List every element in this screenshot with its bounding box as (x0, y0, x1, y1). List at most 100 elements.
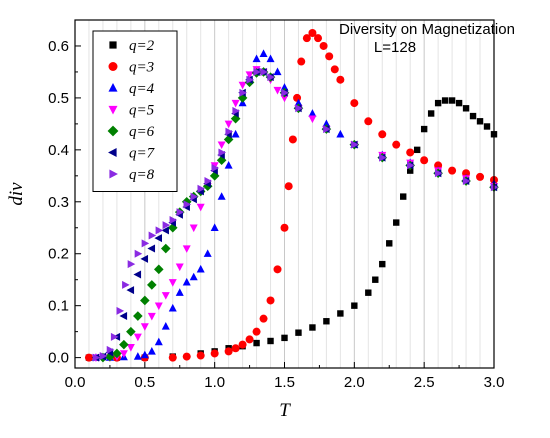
data-point (216, 155, 227, 166)
data-point (168, 303, 177, 312)
data-point (308, 28, 317, 37)
data-point (393, 219, 400, 226)
data-point (284, 182, 293, 191)
data-point (197, 184, 206, 193)
data-point (427, 110, 435, 117)
x-tick-label: 0.0 (65, 374, 86, 391)
legend-item: q=8 (109, 167, 155, 183)
data-point (297, 57, 306, 66)
data-point (259, 314, 268, 323)
data-point (210, 349, 219, 358)
data-point (231, 129, 240, 138)
data-point (211, 164, 220, 173)
data-point (119, 350, 128, 358)
data-point (122, 280, 130, 289)
y-tick-label: 0.1 (48, 298, 69, 315)
data-point (168, 353, 177, 362)
data-point (175, 263, 184, 272)
data-point (266, 54, 275, 63)
x-tick-label: 1.0 (204, 374, 225, 391)
x-tick-label: 2.0 (344, 374, 365, 391)
data-point (379, 260, 386, 268)
data-point (420, 125, 428, 133)
legend-label: q=7 (129, 146, 156, 162)
data-point (140, 254, 149, 263)
y-tick-label: 0.2 (48, 246, 69, 263)
data-point (168, 279, 177, 287)
data-point (336, 129, 345, 138)
data-point (147, 244, 156, 253)
data-point (322, 119, 331, 128)
data-point (323, 125, 331, 134)
data-point (350, 99, 359, 108)
data-point (92, 353, 101, 362)
data-point (252, 327, 261, 336)
data-point (112, 348, 122, 359)
legend-item: q=7 (108, 146, 156, 162)
data-point (203, 249, 212, 257)
data-point (225, 127, 234, 136)
data-point (336, 75, 345, 84)
data-point (378, 130, 387, 139)
data-point (462, 177, 471, 186)
data-point (232, 106, 241, 115)
data-point (448, 166, 457, 175)
data-point (295, 104, 303, 113)
data-point (308, 109, 317, 117)
data-point (469, 112, 477, 120)
data-point (154, 264, 164, 275)
y-tick-label: 0.0 (48, 350, 69, 367)
annotation-title: Diversity on Magnetization (339, 21, 515, 38)
legend-marker (108, 62, 118, 71)
y-axis-label: div (6, 182, 27, 206)
data-point (293, 93, 302, 102)
data-point (259, 49, 268, 57)
data-point (253, 67, 261, 76)
data-point (154, 337, 163, 346)
data-point (308, 115, 317, 124)
data-point (161, 292, 170, 300)
legend-marker (109, 41, 117, 49)
data-point (281, 88, 289, 97)
data-point (140, 323, 149, 331)
data-point (407, 161, 415, 170)
data-point (217, 192, 226, 200)
data-point (434, 169, 443, 178)
data-point (190, 192, 199, 201)
data-point (140, 295, 150, 306)
legend-item: q=2 (109, 38, 155, 54)
data-point (281, 334, 288, 342)
data-point (406, 148, 415, 157)
data-point (295, 329, 302, 336)
data-point (160, 243, 171, 254)
series-q-8 (92, 67, 499, 362)
data-point (238, 81, 247, 90)
data-point (273, 265, 282, 274)
legend-label: q=5 (129, 103, 155, 119)
data-point (119, 339, 129, 350)
data-point (267, 337, 274, 345)
data-point (364, 117, 373, 126)
data-point (280, 94, 289, 103)
data-point (182, 352, 191, 361)
data-point (154, 302, 163, 311)
data-point (407, 167, 414, 174)
data-point (231, 99, 240, 108)
data-point (330, 65, 339, 74)
axes: 0.0 0.5 1.0 1.5 2.0 2.5 3.0 0.0 0.1 0.2 0.3 0.4 0.5 0… (48, 19, 505, 391)
data-point (245, 71, 254, 79)
data-point (126, 344, 135, 352)
data-point (106, 345, 115, 354)
legend: q=2 q=3 q=4 q=5 q=6 q=7 q=8 (92, 30, 178, 192)
data-point (273, 86, 282, 95)
legend-item: q=3 (108, 60, 154, 76)
data-point (224, 120, 233, 129)
x-tick-label: 3.0 (484, 374, 505, 391)
legend-item: q=6 (107, 124, 155, 140)
legend-marker (107, 125, 119, 137)
data-point (133, 311, 143, 321)
y-tick-label: 0.3 (48, 194, 69, 211)
data-point (182, 277, 191, 286)
legend-label: q=4 (129, 81, 155, 97)
y-tick-label: 0.6 (48, 38, 69, 55)
